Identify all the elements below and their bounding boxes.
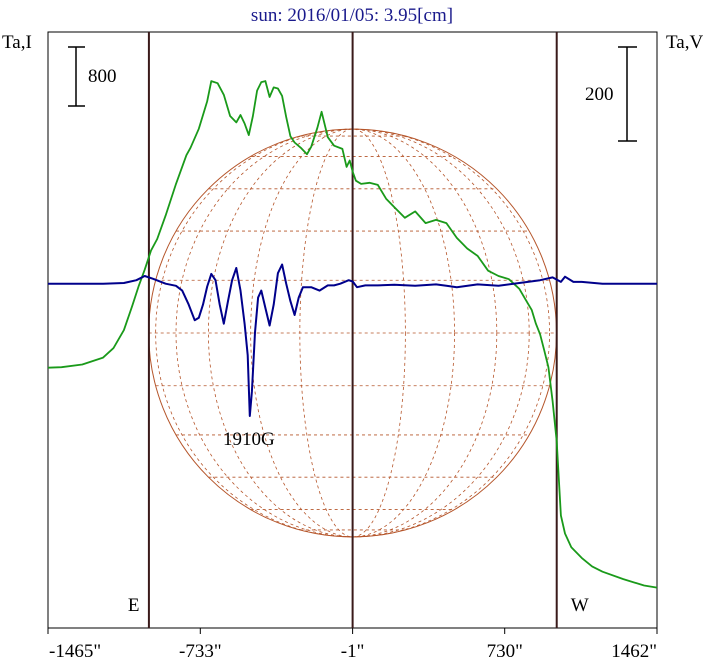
x-tick-label: -1" [341,641,365,662]
annotation-1910g: 1910G [223,429,275,450]
limb-label-e: E [128,595,140,616]
left-axis-label: Ta,I [2,32,32,53]
polarization-curve [48,263,657,417]
x-tick-label: 1462" [611,641,657,662]
longitude-line [208,128,498,538]
left-scale-label: 800 [88,66,117,87]
longitude-line [175,128,530,538]
left-scale-bar [68,46,85,107]
chart-title: sun: 2016/01/05: 3.95[cm] [251,5,453,26]
intensity-curve [47,80,658,589]
x-tick-label: -1465" [49,641,101,662]
right-scale-label: 200 [585,84,614,105]
x-tick-label: 730" [487,641,523,662]
right-axis-label: Ta,V [666,32,703,53]
longitude-line [299,128,406,538]
limb-label-w: W [571,595,589,616]
right-scale-bar [618,46,637,142]
x-tick-label: -733" [179,641,222,662]
